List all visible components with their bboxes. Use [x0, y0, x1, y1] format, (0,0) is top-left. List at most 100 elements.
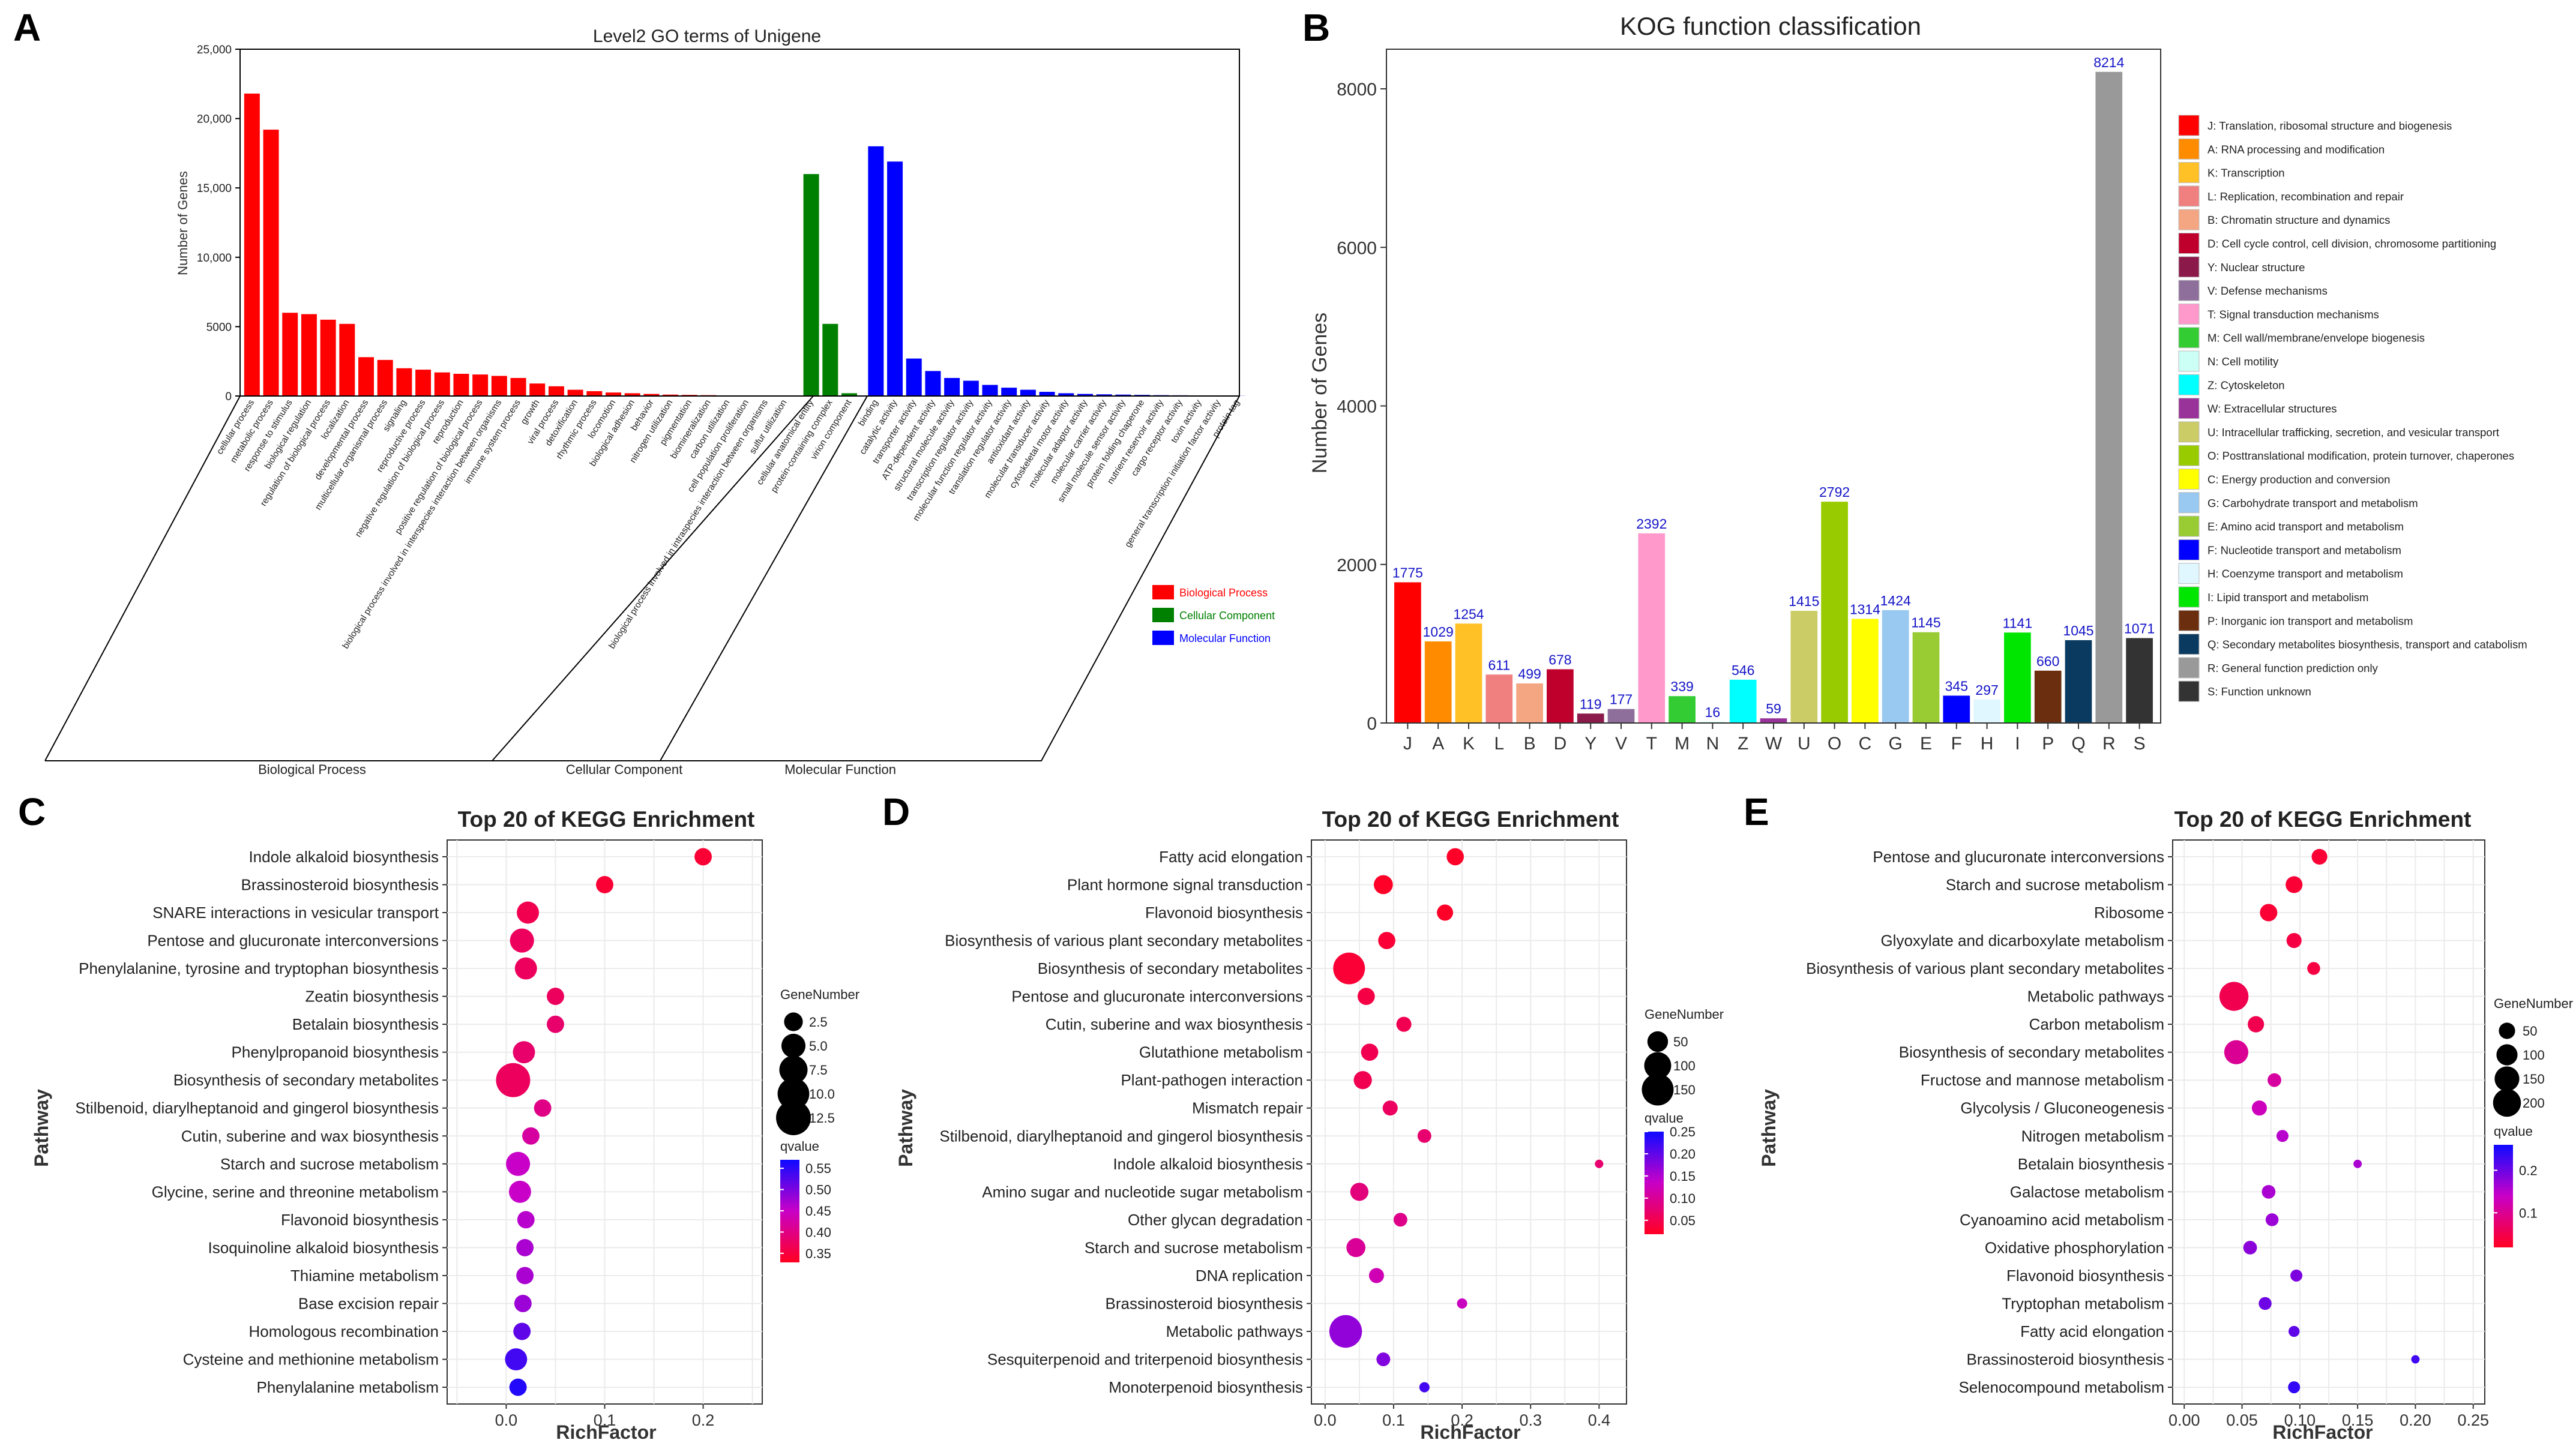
panel-b-value-label: 1254	[1453, 606, 1484, 622]
data-point	[2268, 1073, 2281, 1087]
panel-a-bar	[567, 389, 583, 396]
panel-a-bar	[491, 376, 507, 396]
color-legend-step	[1645, 1135, 1664, 1138]
panel-b-ytick-label: 8000	[1337, 80, 1377, 100]
panel-b-legend-swatch	[2178, 327, 2200, 349]
panel-b-legend-swatch	[2178, 185, 2200, 207]
color-legend-step	[1645, 1204, 1664, 1207]
color-legend-step	[780, 1253, 799, 1256]
panel-b-legend-swatch	[2178, 680, 2200, 702]
color-legend-step	[1645, 1177, 1664, 1180]
panel-a-bar	[906, 358, 922, 396]
panel-b-legend-swatch	[2178, 374, 2200, 395]
color-legend-step	[2494, 1226, 2513, 1229]
color-legend-step	[780, 1166, 799, 1169]
panel-b-xtick-label: O	[1828, 734, 1841, 754]
color-legend-step	[780, 1208, 799, 1211]
color-legend-label: 0.40	[805, 1225, 831, 1240]
xtick-label: 0.0	[495, 1411, 518, 1429]
panel-b-value-label: 1424	[1880, 593, 1911, 608]
panel-a-bar	[358, 357, 374, 396]
panel-b-plot-border	[1386, 49, 2161, 724]
panel-b-legend-label: M: Cell wall/membrane/envelope biogenesi…	[2207, 332, 2425, 344]
panel-b-bar-K	[1455, 623, 1482, 723]
panel-a-bar	[887, 161, 903, 396]
color-legend-label: 0.1	[2519, 1205, 2538, 1220]
color-legend-step	[780, 1217, 799, 1220]
panel-b-bar-M	[1669, 696, 1696, 723]
data-point	[1457, 1298, 1467, 1309]
color-legend-step	[1645, 1213, 1664, 1216]
data-point	[2288, 1381, 2301, 1394]
xtick-label: 0.0	[1314, 1411, 1337, 1429]
panel-a-legend-swatch	[1152, 608, 1174, 622]
color-legend-step	[2494, 1145, 2513, 1148]
panel-b-legend-label: I: Lipid transport and metabolism	[2207, 591, 2368, 604]
size-legend-dot	[2499, 1022, 2515, 1039]
panel-a-bar	[377, 359, 393, 396]
color-legend-title: qvalue	[1645, 1111, 1684, 1126]
color-legend-step	[1645, 1150, 1664, 1153]
panel-a-bar	[944, 377, 960, 396]
pathway-label: Other glycan degradation	[1128, 1211, 1303, 1229]
panel-a-group-label: Molecular Function	[784, 762, 896, 777]
color-legend-step	[780, 1205, 799, 1208]
color-legend-step	[1645, 1219, 1664, 1222]
color-legend-label: 0.45	[805, 1204, 831, 1219]
panel-a-bar	[339, 323, 355, 396]
color-legend-step	[780, 1256, 799, 1259]
panel-b-bar-E	[1912, 632, 1940, 723]
panel-b-xtick-label: W	[1765, 734, 1783, 754]
xtick-label: 0.2	[1451, 1411, 1473, 1429]
color-legend-step	[1645, 1171, 1664, 1174]
color-legend-step	[2494, 1238, 2513, 1241]
panel-b-value-label: 1071	[2124, 621, 2155, 637]
panel-b-value-label: 297	[1975, 682, 1998, 698]
data-point	[1378, 932, 1395, 949]
panel-a-bar	[925, 371, 941, 396]
panel-b-ytick-label: 4000	[1337, 397, 1377, 417]
panel-b-legend-swatch	[2178, 563, 2200, 584]
panel-e-letter: E	[1744, 790, 1769, 833]
pathway-label: Stilbenoid, diarylheptanoid and gingerol…	[75, 1099, 439, 1117]
pathway-label: Nitrogen metabolism	[2021, 1127, 2164, 1145]
panel-b-legend-label: R: General function prediction only	[2207, 662, 2379, 674]
panel-b-legend-label: U: Intracellular trafficking, secretion,…	[2207, 426, 2499, 439]
color-legend-step	[1645, 1192, 1664, 1195]
pathway-label: Indole alkaloid biosynthesis	[248, 848, 439, 866]
color-legend-step	[2494, 1151, 2513, 1154]
data-point	[1595, 1159, 1604, 1168]
panel-a-ytick-label: 0	[225, 391, 232, 403]
color-legend-step	[2494, 1211, 2513, 1214]
panel-b-bar-R	[2095, 71, 2123, 723]
panel-b-bar-T	[1638, 533, 1666, 723]
pathway-label: Fructose and mannose metabolism	[1921, 1071, 2164, 1089]
panel-b-legend-label: V: Defense mechanisms	[2207, 284, 2328, 297]
panel-a-bar	[803, 174, 819, 396]
pathway-label: Starch and sucrose metabolism	[1085, 1238, 1303, 1256]
color-legend-step	[780, 1199, 799, 1202]
color-legend-step	[2494, 1172, 2513, 1175]
panel-b-xtick-label: M	[1675, 734, 1690, 754]
panel-a-letter: A	[13, 6, 41, 49]
color-legend-step	[1645, 1174, 1664, 1177]
pathway-label: Betalain biosynthesis	[2018, 1155, 2164, 1173]
panel-b-legend-label: E: Amino acid transport and metabolism	[2207, 520, 2404, 533]
color-legend-label: 0.10	[1670, 1191, 1696, 1206]
panel-b-bar-P	[2034, 670, 2062, 723]
color-legend-label: 0.35	[805, 1246, 831, 1261]
size-legend-dot	[776, 1100, 811, 1135]
panel-c-legend: GeneNumber 2.5 5.0 7.5 10.0 12.5 qvalue 0.35 0.4…	[776, 987, 859, 1262]
panel-b-value-label: 177	[1610, 692, 1633, 707]
size-legend-label: 12.5	[809, 1111, 835, 1126]
color-legend-step	[2494, 1190, 2513, 1193]
data-point	[2353, 1159, 2362, 1168]
panel-c-ylabel: Pathway	[31, 1089, 52, 1167]
color-legend-step	[2494, 1163, 2513, 1166]
color-legend-title: qvalue	[2494, 1124, 2533, 1139]
panel-b-legend-label: Q: Secondary metabolites biosynthesis, t…	[2207, 638, 2527, 651]
pathway-label: Metabolic pathways	[1166, 1322, 1303, 1340]
data-point	[1346, 1238, 1366, 1258]
